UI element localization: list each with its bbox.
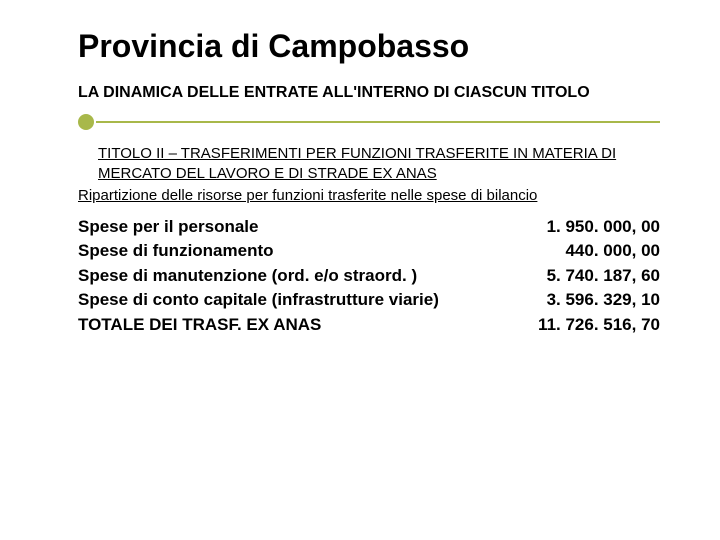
item-label: Spese di conto capitale (infrastrutture … — [78, 288, 539, 313]
items-list: Spese per il personale 1. 950. 000, 00 S… — [78, 215, 660, 338]
item-label: TOTALE DEI TRASF. EX ANAS — [78, 313, 530, 338]
item-value: 440. 000, 00 — [557, 239, 660, 264]
slide-content: Provincia di Campobasso LA DINAMICA DELL… — [0, 0, 720, 338]
list-item: Spese di conto capitale (infrastrutture … — [78, 288, 660, 313]
section-heading: TITOLO II – TRASFERIMENTI PER FUNZIONI T… — [98, 144, 660, 185]
item-value: 11. 726. 516, 70 — [530, 313, 660, 338]
page-subtitle: LA DINAMICA DELLE ENTRATE ALL'INTERNO DI… — [78, 83, 660, 104]
list-item: Spese di funzionamento 440. 000, 00 — [78, 239, 660, 264]
item-value: 5. 740. 187, 60 — [539, 264, 660, 289]
divider-line — [96, 121, 660, 123]
list-item: Spese di manutenzione (ord. e/o straord.… — [78, 264, 660, 289]
item-label: Spese di manutenzione (ord. e/o straord.… — [78, 264, 539, 289]
page-title: Provincia di Campobasso — [78, 28, 660, 65]
item-value: 3. 596. 329, 10 — [539, 288, 660, 313]
list-item: Spese per il personale 1. 950. 000, 00 — [78, 215, 660, 240]
list-item: TOTALE DEI TRASF. EX ANAS 11. 726. 516, … — [78, 313, 660, 338]
item-value: 1. 950. 000, 00 — [539, 215, 660, 240]
item-label: Spese di funzionamento — [78, 239, 557, 264]
item-label: Spese per il personale — [78, 215, 539, 240]
bullet-icon — [78, 114, 94, 130]
divider — [78, 114, 660, 130]
section-subheading: Ripartizione delle risorse per funzioni … — [78, 186, 660, 206]
